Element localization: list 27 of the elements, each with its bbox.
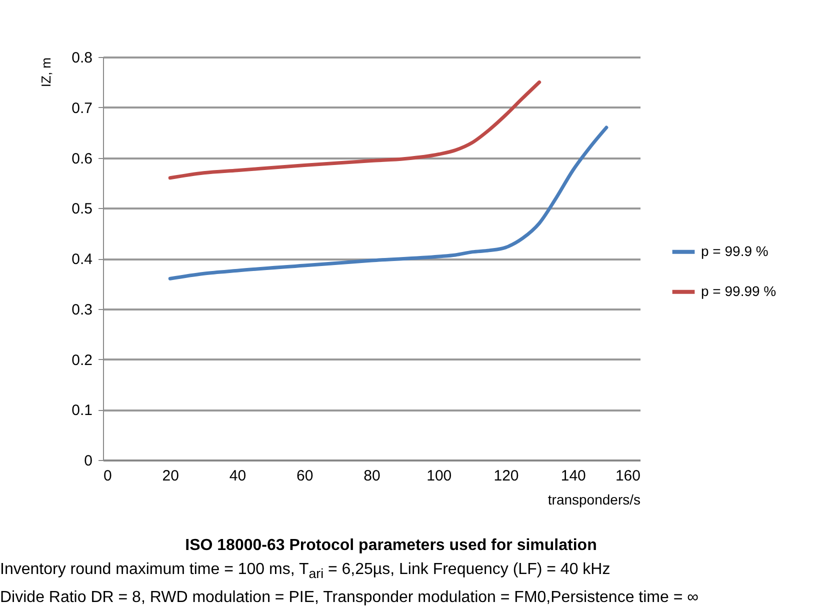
legend-label: p = 99.99 % <box>701 282 776 299</box>
text: Divide Ratio DR = 8, RWD modulation = PIE, Transponder modulation = FM0,Persistence time = ∞ <box>0 588 700 608</box>
line-series <box>168 80 542 180</box>
x-axis-title: transponders/s <box>548 492 640 508</box>
y-tick-label: 0 <box>84 452 92 470</box>
x-tick-label: 40 <box>229 468 246 484</box>
y-axis-title: IZ, m <box>38 58 54 88</box>
x-tick-label: 160 <box>615 468 640 484</box>
x-tick-label: 0 <box>104 468 112 484</box>
x-tick-label: 120 <box>494 468 519 484</box>
y-tick-label: 0.5 <box>72 200 92 218</box>
x-tick-label: 100 <box>426 468 452 484</box>
legend-label: p = 99.9 % <box>701 242 768 259</box>
y-tick-label: 0.8 <box>72 50 92 66</box>
x-tick-label: 60 <box>296 468 314 484</box>
text: ISO 18000-63 Protocol parameters used for simulation <box>184 536 598 556</box>
x-tick-label: 140 <box>560 468 586 484</box>
y-tick-label: 0.2 <box>72 352 92 369</box>
x-tick-label: 20 <box>162 468 179 484</box>
y-tick-label: 0.6 <box>72 150 92 168</box>
y-tick-label: 0.3 <box>72 301 92 318</box>
line-series <box>168 126 608 280</box>
y-tick-label: 0.4 <box>72 251 92 268</box>
text: Inventory round maximum time = 100 ms, T$_{ari}$ = 6,25µs, Link Frequency (LF) = 40 kHz <box>0 560 612 584</box>
y-tick-label: 0.1 <box>72 402 92 420</box>
x-tick-label: 80 <box>364 468 380 484</box>
y-tick-label: 0.7 <box>72 100 92 117</box>
